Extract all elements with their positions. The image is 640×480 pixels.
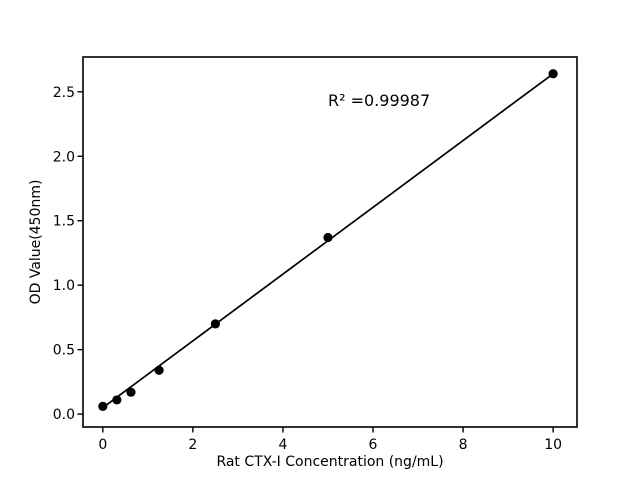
data-point (112, 395, 122, 405)
x-tick-label: 4 (278, 437, 287, 453)
y-tick-label: 0.5 (53, 343, 75, 359)
x-tick-label: 8 (459, 437, 468, 453)
data-point (210, 319, 220, 329)
r-squared-annotation: R² =0.99987 (328, 91, 430, 110)
plot-border (82, 56, 578, 428)
y-tick-label: 2.5 (53, 85, 75, 101)
x-tick-label: 10 (544, 437, 562, 453)
y-tick-label: 0.0 (53, 407, 75, 423)
data-point (98, 401, 108, 411)
data-point (126, 387, 136, 397)
x-axis-label: Rat CTX-I Concentration (ng/mL) (216, 454, 443, 470)
y-axis-label: OD Value(450nm) (28, 180, 44, 305)
x-tick-label: 6 (369, 437, 378, 453)
data-point (548, 69, 558, 79)
data-point (154, 365, 164, 375)
y-tick-label: 2.0 (53, 149, 75, 165)
data-point (323, 232, 333, 243)
y-tick-label: 1.0 (53, 278, 75, 294)
y-tick-label: 1.5 (53, 214, 75, 230)
x-tick-label: 0 (98, 437, 107, 453)
x-tick-label: 2 (188, 437, 197, 453)
